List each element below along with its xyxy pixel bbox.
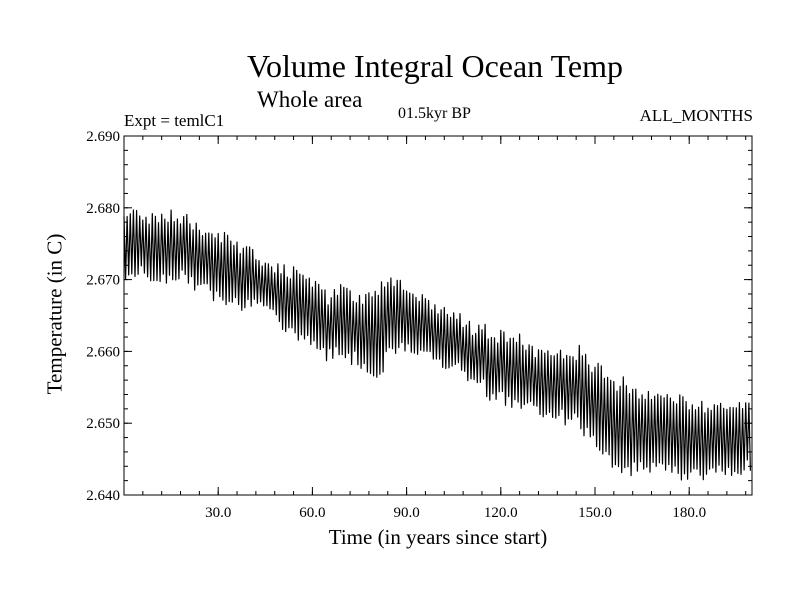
y-axis-label: Temperature (in C) [42,233,67,395]
chart-title: Volume Integral Ocean Temp [246,48,623,84]
plot-frame [123,135,753,496]
x-tick-label: 150.0 [578,505,612,521]
y-tick-label: 2.650 [86,416,120,432]
period-annotation: 01.5kyr BP [398,105,471,122]
x-axis-label: Time (in years since start) [328,525,548,549]
chart-subtitle: Whole area [257,87,363,112]
months-annotation: ALL_MONTHS [639,106,753,125]
y-tick-label: 2.660 [86,344,120,360]
x-tick-label: 90.0 [393,505,419,521]
y-tick-label: 2.640 [86,488,120,504]
y-tick-label: 2.690 [86,129,120,145]
y-tick-label: 2.680 [86,201,120,217]
y-tick-label: 2.670 [86,273,120,289]
experiment-annotation: Expt = temlC1 [124,111,225,130]
x-tick-label: 30.0 [205,505,231,521]
temperature-series-line [123,209,751,481]
x-tick-label: 60.0 [299,505,325,521]
x-tick-label: 120.0 [484,505,518,521]
x-tick-label: 180.0 [672,505,706,521]
